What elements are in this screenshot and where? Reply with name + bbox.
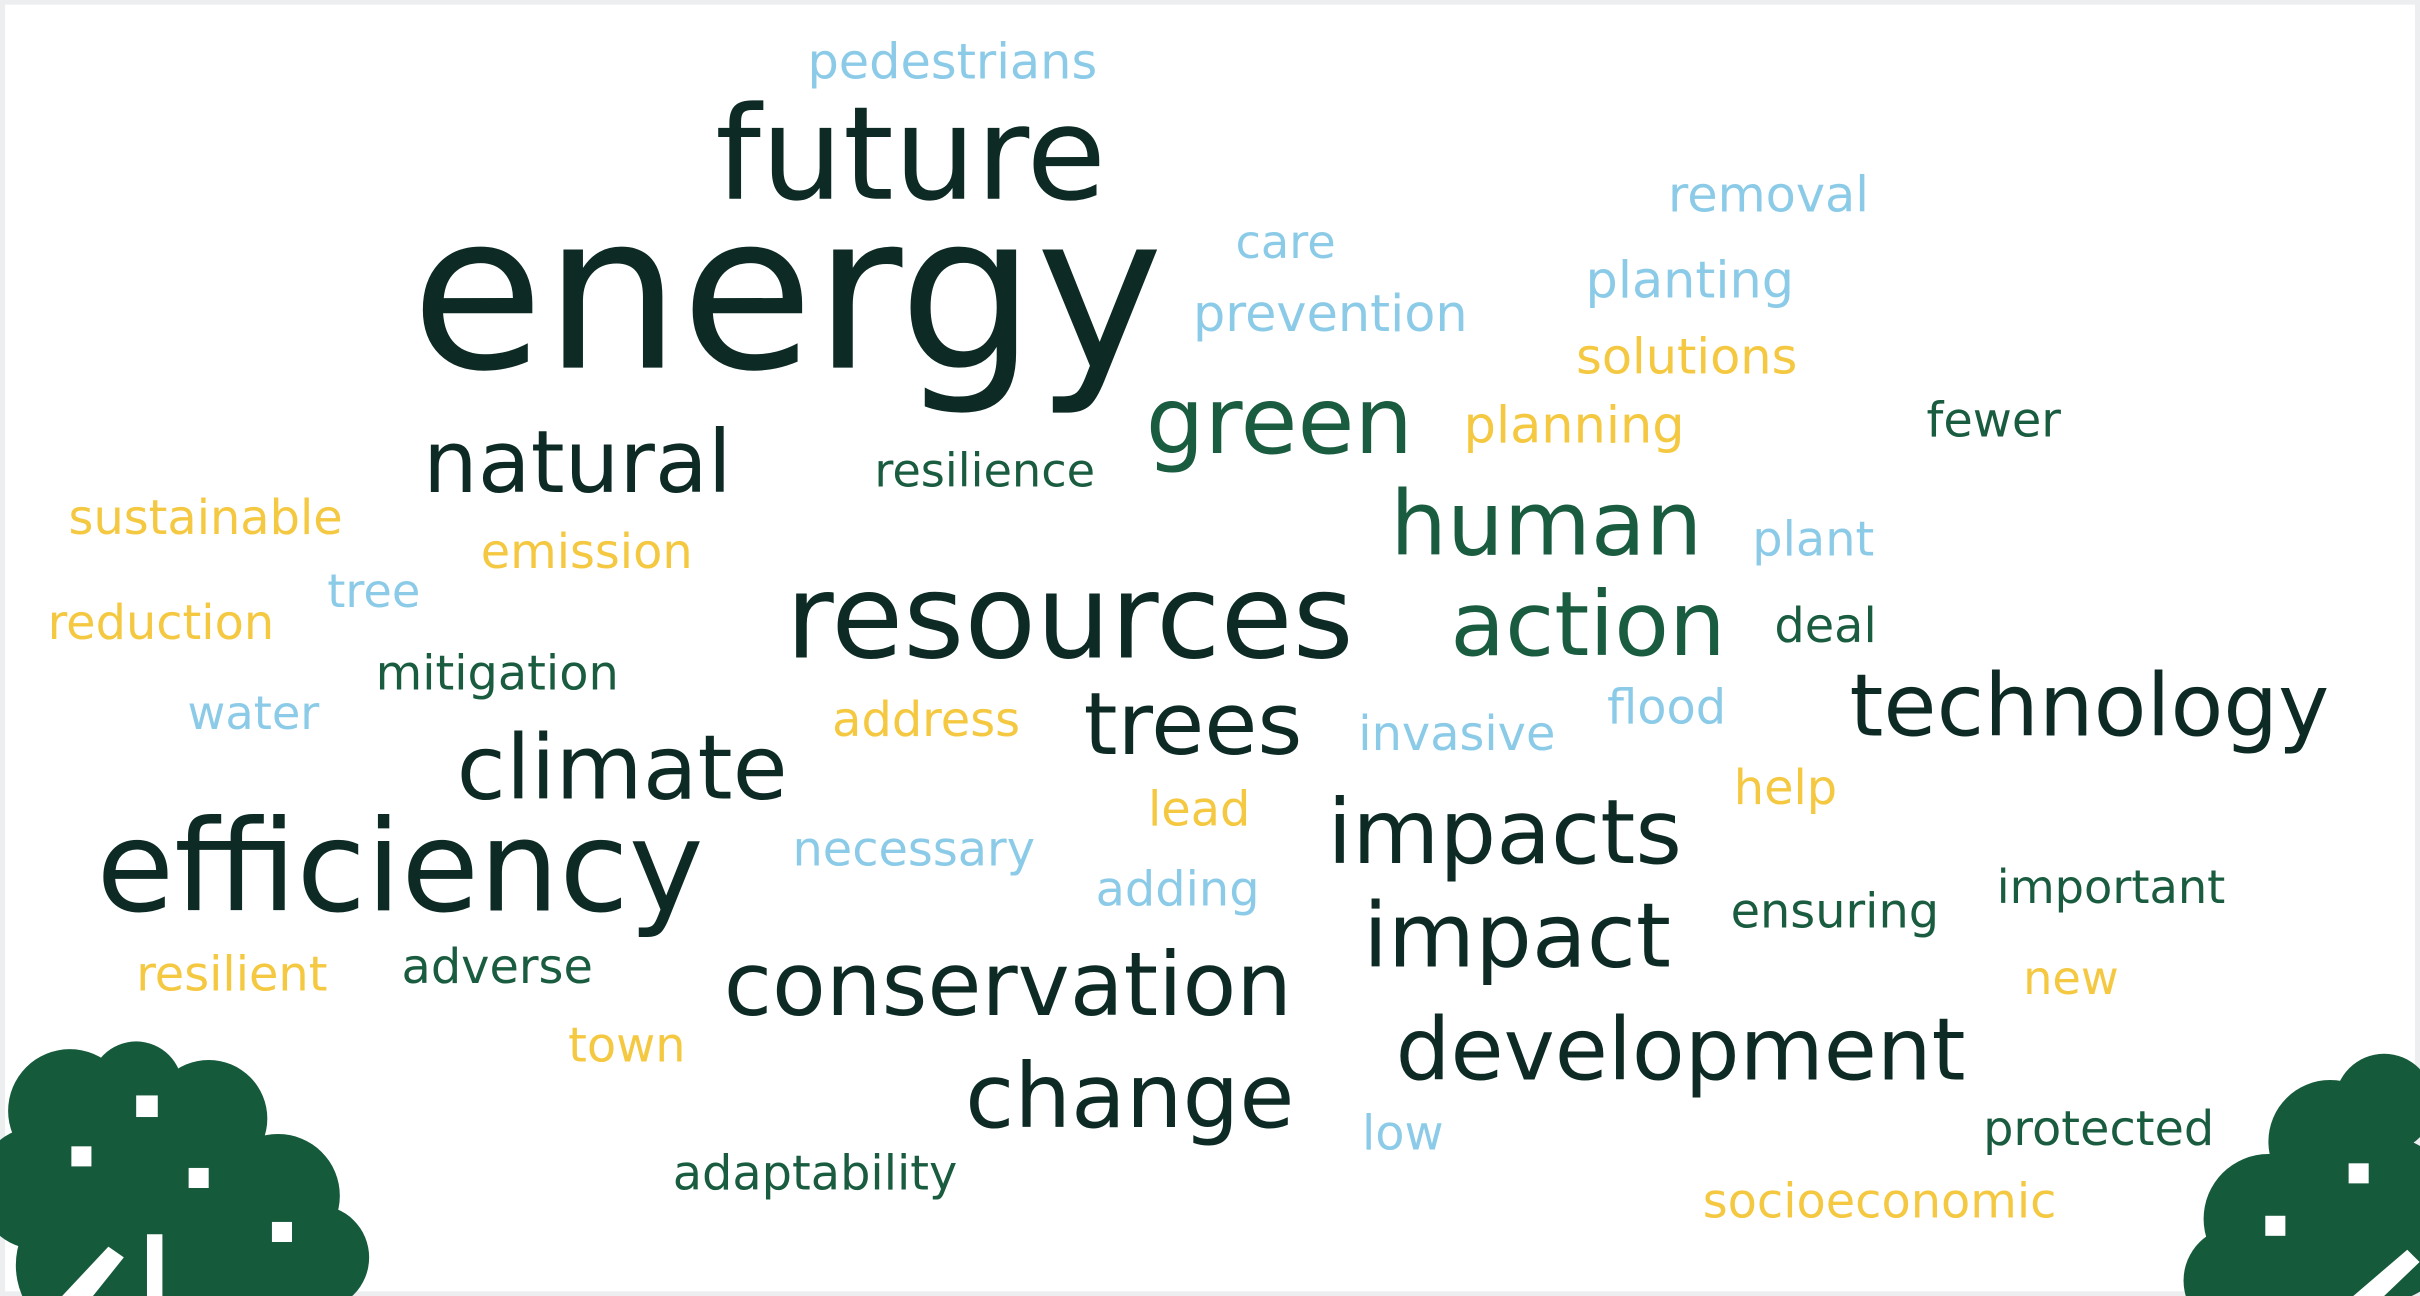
word: low <box>1362 1107 1444 1162</box>
word: adaptability <box>673 1147 958 1202</box>
word: protected <box>1983 1102 2214 1157</box>
word: technology <box>1850 657 2330 757</box>
word: invasive <box>1358 707 1555 762</box>
word: town <box>568 1019 685 1074</box>
word: trees <box>1084 675 1303 775</box>
word: tree <box>327 564 420 618</box>
word: energy <box>411 168 1164 419</box>
word: fewer <box>1927 394 2062 449</box>
word: address <box>832 693 1020 748</box>
word-cloud: pedestriansfutureenergyremovalcareplanti… <box>0 0 2420 1296</box>
word: socioeconomic <box>1703 1174 2057 1229</box>
word: help <box>1734 761 1837 816</box>
word: green <box>1146 367 1413 475</box>
word: resilient <box>136 948 327 1003</box>
word: emission <box>481 525 693 580</box>
word: adverse <box>402 940 593 995</box>
word: action <box>1450 573 1725 677</box>
word: development <box>1396 1001 1966 1101</box>
word: impacts <box>1327 781 1682 885</box>
word: adding <box>1096 863 1260 918</box>
word: planting <box>1586 251 1795 310</box>
word: prevention <box>1193 285 1468 344</box>
word: conservation <box>724 933 1292 1036</box>
word: lead <box>1148 782 1250 837</box>
word: deal <box>1774 599 1876 654</box>
word: necessary <box>793 823 1035 878</box>
word: resilience <box>874 444 1095 498</box>
word: ensuring <box>1731 884 1940 939</box>
word: resources <box>785 549 1353 686</box>
word: solutions <box>1576 327 1797 385</box>
word: impact <box>1363 885 1671 989</box>
word: care <box>1235 215 1335 269</box>
word: human <box>1390 473 1702 577</box>
word: planning <box>1464 396 1685 455</box>
word: new <box>2023 951 2119 1005</box>
word: water <box>188 686 321 740</box>
word: sustainable <box>69 491 343 546</box>
word: reduction <box>48 596 275 651</box>
word: plant <box>1752 512 1874 567</box>
word: change <box>965 1045 1294 1149</box>
word: important <box>1997 860 2226 914</box>
word: flood <box>1607 681 1726 736</box>
word: efficiency <box>96 794 703 941</box>
word: natural <box>423 413 732 513</box>
word: removal <box>1668 165 1869 223</box>
page: pedestriansfutureenergyremovalcareplanti… <box>0 0 2420 1296</box>
word: mitigation <box>376 647 619 702</box>
